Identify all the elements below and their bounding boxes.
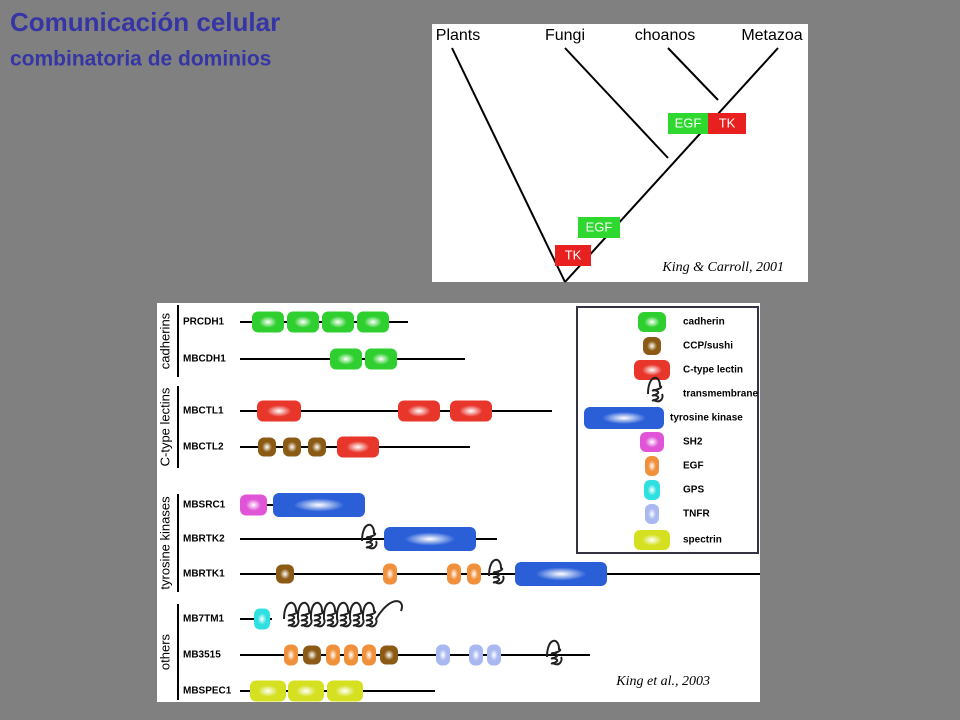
domain (436, 644, 450, 666)
domain-panel: King et al., 2003 cadherins C-type lectin… (157, 303, 760, 702)
legend-label: spectrin (683, 535, 722, 546)
domain-label: EGF (675, 115, 702, 130)
group-label: cadherins (157, 312, 172, 369)
domain (308, 437, 326, 457)
legend-label: EGF (683, 461, 704, 472)
transmembrane (283, 600, 403, 628)
taxon: choanos (635, 27, 696, 44)
domain (283, 437, 301, 457)
protein-name: MBSRC1 (183, 500, 226, 511)
transmembrane (361, 523, 378, 550)
domain-label: TK (565, 247, 582, 262)
legend-box (576, 306, 759, 554)
citation: King et al., 2003 (615, 674, 710, 689)
protein-name: MBRTK1 (183, 569, 225, 580)
domain (257, 400, 301, 422)
protein-name: MBCTL2 (183, 442, 224, 453)
legend-label: C-type lectin (683, 365, 743, 376)
domain (327, 680, 363, 702)
transmembrane (488, 558, 505, 585)
domain (284, 644, 298, 666)
domain (645, 456, 659, 476)
domain (322, 311, 354, 333)
legend-label: GPS (683, 485, 704, 496)
protein-name: MBRTK2 (183, 534, 225, 545)
egf-box (578, 217, 620, 238)
domain (288, 680, 324, 702)
domain-label: TK (719, 115, 736, 130)
protein-name: MB7TM1 (183, 614, 225, 625)
tk-box (555, 245, 591, 266)
legend-label: transmembrane (683, 389, 758, 400)
domain (634, 360, 670, 380)
domain (337, 436, 379, 458)
domain (303, 645, 321, 665)
transmembrane (647, 376, 664, 403)
protein-name: MBCDH1 (183, 354, 226, 365)
legend-label: cadherin (683, 317, 725, 328)
domain (584, 407, 664, 429)
protein-name: MBSPEC1 (183, 686, 232, 697)
domain (250, 680, 286, 702)
domain (643, 337, 661, 355)
domain (398, 400, 440, 422)
legend-label: tyrosine kinase (670, 413, 743, 424)
domain (344, 644, 358, 666)
protein-name: MBCTL1 (183, 406, 224, 417)
egf-box (668, 113, 708, 134)
title: Comunicación celular (10, 7, 280, 37)
domain (634, 530, 670, 550)
protein-name: PRCDH1 (183, 317, 225, 328)
citation: King & Carroll, 2001 (661, 260, 784, 275)
domain (326, 644, 340, 666)
domain (384, 527, 476, 551)
domain (380, 645, 398, 665)
domain (640, 432, 664, 452)
subtitle: combinatoria de dominios (10, 48, 271, 71)
domain (645, 504, 659, 524)
domain (365, 348, 397, 370)
domain (357, 311, 389, 333)
domain (258, 437, 276, 457)
domain (276, 564, 294, 584)
legend-label: TNFR (683, 509, 710, 520)
domain (240, 494, 267, 516)
group-label: others (157, 633, 172, 670)
domain (450, 400, 492, 422)
group-label: tyrosine kinases (157, 496, 172, 590)
protein-name: MB3515 (183, 650, 221, 661)
domain (447, 563, 461, 585)
domain (254, 608, 270, 630)
panel (432, 24, 808, 282)
domain (469, 644, 483, 666)
transmembrane (546, 639, 563, 666)
taxon: Plants (436, 27, 480, 44)
domain (487, 644, 501, 666)
taxon: Metazoa (741, 27, 802, 44)
domain (638, 312, 666, 332)
domain-label: EGF (586, 219, 613, 234)
domain (383, 563, 397, 585)
tk-box (708, 113, 746, 134)
domain (644, 480, 660, 500)
phylogeny-panel: Plants Fungi choanos Metazoa EGF TK EGF … (432, 24, 808, 283)
legend-label: SH2 (683, 437, 703, 448)
domain (467, 563, 481, 585)
tree-lines (451, 47, 779, 283)
legend-label: CCP/sushi (683, 341, 733, 352)
domain (330, 348, 362, 370)
group-label: C-type lectins (157, 387, 172, 466)
domain (287, 311, 319, 333)
taxon: Fungi (545, 27, 585, 44)
domain (273, 493, 365, 517)
domain (252, 311, 284, 333)
domain (362, 644, 376, 666)
domain (515, 562, 607, 586)
